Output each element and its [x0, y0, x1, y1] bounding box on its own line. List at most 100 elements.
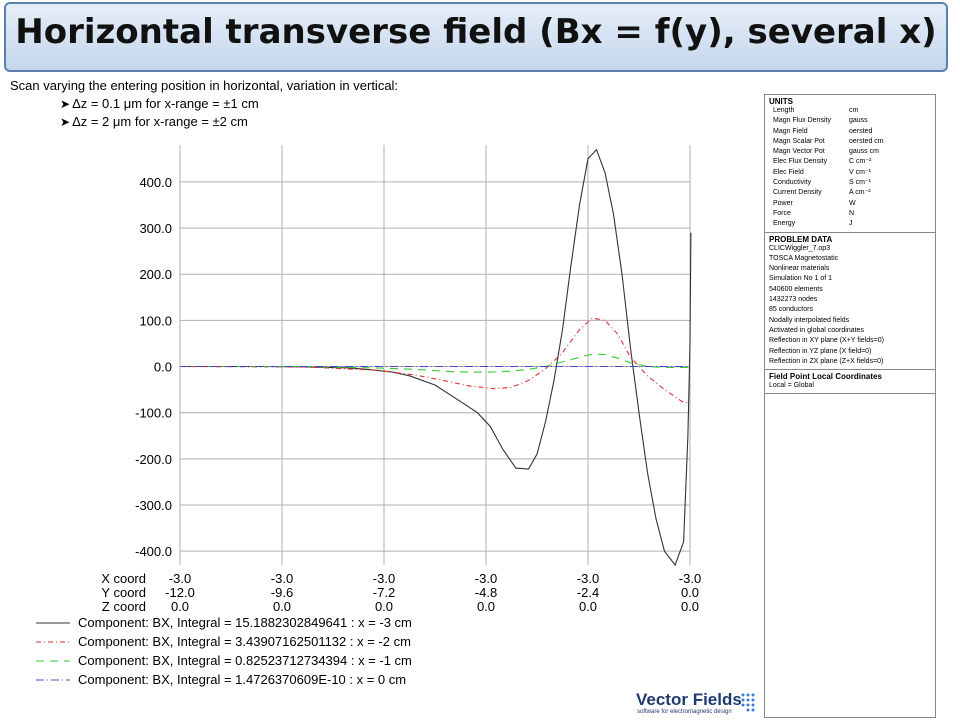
- unit-quantity: Force: [773, 209, 791, 217]
- local-coords-section: Field Point Local Coordinates Local = Gl…: [765, 370, 935, 395]
- unit-row: Energy J: [769, 219, 931, 229]
- units-header: UNITS: [769, 97, 793, 106]
- unit-quantity: Length: [773, 107, 795, 114]
- x-tick-label: -3.0: [169, 571, 191, 586]
- bullet-item: ➤ Δz = 0.1 μm for x-range = ±1 cm: [60, 96, 259, 111]
- unit-row: Current Density A cm⁻²: [769, 188, 931, 198]
- unit-value: oersted cm: [849, 137, 884, 145]
- chart-legend: Component: BX, Integral = 15.18823028496…: [36, 615, 412, 687]
- problem-data-line: 1432273 nodes: [769, 296, 818, 304]
- unit-value: V cm⁻¹: [849, 168, 871, 176]
- unit-row: Conductivity S cm⁻¹: [769, 178, 931, 188]
- x-tick-label: -7.2: [373, 585, 395, 600]
- unit-row: Magn Scalar Pot oersted cm: [769, 137, 931, 147]
- logo-name: Vector Fields: [636, 690, 742, 709]
- x-tick-label: -3.0: [679, 571, 701, 586]
- problem-data-line: Nonlinear materials: [769, 265, 830, 273]
- legend-entry: Component: BX, Integral = 3.439071625011…: [78, 634, 411, 649]
- unit-quantity: Power: [773, 199, 793, 207]
- unit-row: Elec Field V cm⁻¹: [769, 168, 931, 178]
- problem-data-line: Reflection in ZX plane (Z+X fields=0): [769, 357, 884, 365]
- x-tick-label: -2.4: [577, 585, 599, 600]
- unit-value: gauss: [849, 117, 868, 125]
- problem-data-line: Nodally interpolated fields: [769, 316, 850, 324]
- local-coords-value: Local = Global: [769, 382, 814, 390]
- x-tick-label: -4.8: [475, 585, 497, 600]
- unit-value: J: [849, 220, 853, 228]
- chart-series: [179, 148, 692, 567]
- unit-value: C cm⁻²: [849, 158, 872, 166]
- problem-data-line: Activated in global coordinates: [769, 326, 864, 334]
- arrow-bullet-icon: ➤: [60, 97, 71, 111]
- unit-value: oersted: [849, 127, 873, 135]
- y-tick-label: -300.0: [135, 498, 172, 513]
- unit-quantity: Elec Field: [773, 168, 804, 176]
- problem-data-line: CLICWiggler_7.op3: [769, 244, 831, 252]
- problem-data-line: 85 conductors: [769, 306, 813, 314]
- problem-data-section: PROBLEM DATA CLICWiggler_7.op3 TOSCA Magn…: [765, 233, 935, 371]
- unit-value: gauss cm: [849, 148, 879, 156]
- slide-title: Horizontal transverse field (Bx = f(y), …: [15, 12, 937, 52]
- x-tick-label: 0.0: [375, 599, 393, 614]
- local-coords-header: Field Point Local Coordinates: [769, 372, 882, 382]
- x-axis-row-label: Y coord: [101, 585, 146, 600]
- y-tick-label: 100.0: [139, 313, 172, 328]
- x-tick-label: 0.0: [477, 599, 495, 614]
- unit-row: Magn Field oersted: [769, 127, 931, 137]
- units-panel: UNITS Length cm Magn Flux Density gauss Magn…: [764, 94, 936, 718]
- unit-quantity: Magn Flux Density: [773, 117, 831, 125]
- title-banner: Horizontal transverse field (Bx = f(y), …: [4, 2, 948, 72]
- x-tick-label: -3.0: [475, 571, 497, 586]
- unit-quantity: Magn Scalar Pot: [773, 137, 825, 145]
- y-tick-label: -100.0: [135, 406, 172, 421]
- y-tick-label: -400.0: [135, 544, 172, 559]
- unit-quantity: Magn Field: [773, 127, 808, 135]
- x-tick-label: -3.0: [373, 571, 395, 586]
- bullet-text: Δz = 0.1 μm for x-range = ±1 cm: [72, 96, 259, 111]
- intro-text: Scan varying the entering position in ho…: [10, 78, 399, 93]
- series-line-2: [179, 317, 691, 405]
- unit-quantity: Conductivity: [773, 179, 812, 187]
- unit-quantity: Energy: [773, 220, 796, 228]
- unit-row: Force N: [769, 209, 931, 219]
- y-tick-label: 300.0: [139, 221, 172, 236]
- unit-row: Magn Vector Pot gauss cm: [769, 147, 931, 157]
- units-section: UNITS Length cm Magn Flux Density gauss Magn…: [765, 95, 935, 233]
- unit-value: S cm⁻¹: [849, 179, 871, 187]
- bx-field-chart: 400.0 300.0 200.0 100.0 0.0 -100.0 -200.0 -300.…: [36, 145, 701, 687]
- y-tick-label: 200.0: [139, 267, 172, 282]
- unit-row: Power W: [769, 199, 931, 209]
- unit-quantity: Current Density: [773, 189, 822, 197]
- bullet-item: ➤ Δz = 2 μm for x-range = ±2 cm: [60, 114, 248, 129]
- unit-quantity: Elec Flux Density: [773, 158, 828, 166]
- problem-data-line: 540600 elements: [769, 285, 823, 293]
- logo-dots-icon: [741, 693, 755, 712]
- problem-data-line: TOSCA Magnetostatic: [769, 254, 839, 262]
- unit-row: Magn Flux Density gauss: [769, 116, 931, 126]
- x-axis-row-label: X coord: [101, 571, 146, 586]
- series-line-1: [180, 148, 692, 567]
- series-line-3: [180, 353, 690, 373]
- logo-tagline: software for electromagnetic design: [637, 709, 732, 715]
- y-tick-label: 400.0: [139, 175, 172, 190]
- x-tick-label: -3.0: [271, 571, 293, 586]
- chart-grid: [179, 145, 691, 565]
- problem-data-line: Simulation No 1 of 1: [769, 275, 833, 283]
- problem-data-line: Reflection in XY plane (X+Y fields=0): [769, 337, 884, 345]
- x-tick-label: -3.0: [577, 571, 599, 586]
- unit-value: cm: [849, 107, 859, 114]
- y-tick-labels: 400.0 300.0 200.0 100.0 0.0 -100.0 -200.0 -300.…: [135, 175, 172, 559]
- problem-data-line: Reflection in YZ plane (X field=0): [769, 347, 872, 355]
- unit-row: Length cm: [769, 106, 931, 116]
- x-tick-label: 0.0: [681, 585, 699, 600]
- x-tick-label: 0.0: [171, 599, 189, 614]
- arrow-bullet-icon: ➤: [60, 115, 71, 129]
- y-tick-label: -200.0: [135, 452, 172, 467]
- x-tick-label: 0.0: [681, 599, 699, 614]
- x-axis-row-label: Z coord: [102, 599, 146, 614]
- unit-value: A cm⁻²: [849, 189, 871, 197]
- legend-entry: Component: BX, Integral = 0.825237127343…: [78, 653, 412, 668]
- bullet-text: Δz = 2 μm for x-range = ±2 cm: [72, 114, 248, 129]
- vector-fields-logo: Vector Fields software for electromagnet…: [636, 690, 760, 718]
- x-tick-label: -12.0: [165, 585, 195, 600]
